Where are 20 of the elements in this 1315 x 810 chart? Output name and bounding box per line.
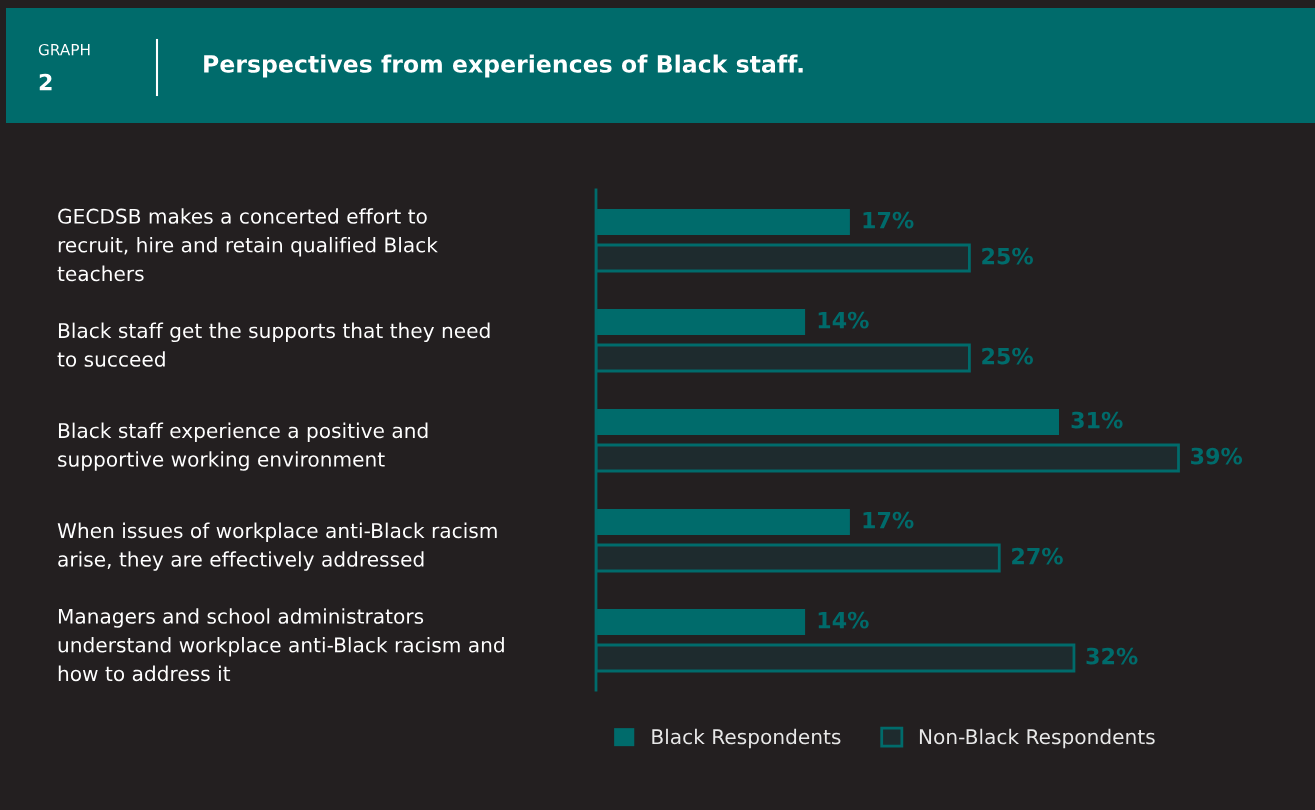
chart-title: Perspectives from experiences of Black staff.	[204, 54, 803, 78]
data-label: 25%	[982, 247, 1033, 265]
text: 2	[39, 73, 52, 91]
data-label: 14%	[818, 311, 869, 329]
data-label: 31%	[1071, 411, 1123, 429]
legend-label: Black Respondents	[652, 728, 841, 749]
y-tick-label: GECDSB makes a concerted effort to recruit, hire and retain qualified Black teachers	[57, 208, 438, 282]
y-tick-label: When issues of workplace anti-Black racism arise, they are effectively addressed	[57, 522, 497, 571]
data-label: 32%	[1086, 647, 1138, 665]
data-label: 17%	[863, 211, 914, 229]
legend-label: Non-Black Respondents	[919, 728, 1155, 749]
y-tick-label: Black staff get the supports that they need to succeed	[57, 322, 490, 367]
data-label: 17%	[863, 511, 914, 529]
data-label: 39%	[1191, 447, 1243, 465]
data-label: 14%	[818, 611, 869, 629]
y-tick-label: Black staff experience a positive and supportive working environment	[58, 422, 428, 471]
data-label: 25%	[982, 347, 1033, 365]
data-label: 27%	[1012, 547, 1063, 565]
y-tick-label: Managers and school administrators understand workplace anti-Black racism and how to address it	[58, 608, 504, 682]
text: GRAPH	[38, 43, 90, 56]
